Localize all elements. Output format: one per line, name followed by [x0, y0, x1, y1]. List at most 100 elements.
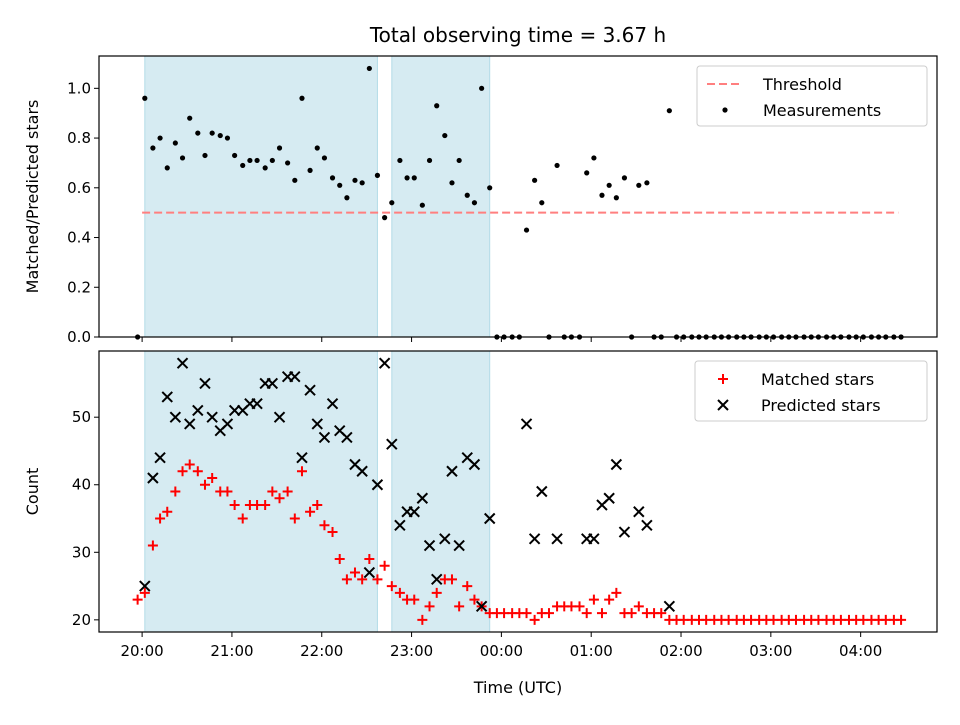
predicted-star-point: [206, 411, 218, 423]
predicted-star-point: [304, 384, 316, 396]
count-panel: 20 30 40 50 20:00 21:00 22:00 23:00 00:00 01:00 0…: [23, 350, 938, 660]
ratio-x-ticks: [141, 337, 862, 342]
matched-star-point: [132, 594, 143, 605]
matched-star-point: [656, 608, 667, 619]
measurement-point: [606, 182, 612, 188]
legend-entry-label: Matched stars: [761, 370, 874, 389]
x-tick-label: 22:00: [300, 642, 343, 660]
predicted-star-point: [588, 533, 600, 545]
measurement-point: [374, 172, 381, 178]
predicted-star-point: [468, 458, 481, 471]
predicted-star-point: [536, 485, 548, 498]
matched-star-point: [379, 560, 390, 571]
count-axes-frame: [98, 350, 938, 633]
predicted-star-point: [311, 418, 323, 430]
predicted-star-point: [618, 526, 631, 538]
matched-star-point: [177, 466, 188, 477]
predicted-star-point: [199, 377, 211, 390]
matched-star-point: [424, 601, 435, 612]
chart-title: Total observing time = 3.67 h: [369, 23, 666, 47]
measurement-point: [209, 130, 215, 136]
matched-star-point: [521, 608, 532, 619]
matched-star-point: [282, 486, 293, 497]
measurement-point: [539, 200, 545, 206]
predicted-star-point: [528, 533, 541, 545]
legend-predicted-swatch: [717, 399, 729, 411]
series-x-markers: [139, 357, 676, 613]
measurement-point: [172, 140, 178, 146]
ratio-observing-windows: [144, 55, 491, 338]
measurement-point: [164, 165, 170, 171]
ratio-y-axis-label: Matched/Predicted stars: [23, 100, 42, 294]
measurement-point: [442, 132, 448, 139]
matched-star-point: [334, 554, 345, 565]
measurement-point: [314, 145, 320, 151]
predicted-star-point: [289, 370, 301, 383]
predicted-star-point: [192, 404, 204, 417]
measurement-point: [471, 200, 478, 206]
measurement-point: [285, 160, 291, 166]
predicted-star-point: [423, 539, 436, 552]
x-tick-label: 21:00: [210, 642, 253, 660]
measurement-point: [599, 192, 605, 198]
measurement-point: [247, 157, 253, 164]
x-tick-label: 01:00: [570, 642, 613, 660]
measurement-point: [321, 155, 328, 161]
matched-star-point: [446, 574, 457, 585]
count-legend: Matched stars Predicted stars: [694, 360, 928, 422]
predicted-star-point: [251, 397, 263, 410]
count-observing-windows: [144, 350, 491, 633]
measurement-point: [254, 157, 260, 164]
legend-entry-label: Threshold: [762, 75, 842, 94]
measurement-point: [179, 155, 186, 161]
legend-entry-label: Predicted stars: [761, 396, 881, 415]
predicted-star-point: [408, 506, 420, 518]
measurement-point: [240, 162, 246, 169]
predicted-star-point: [363, 566, 376, 579]
ratio-y-ticks: 0.0 0.2 0.4 0.6 0.8 1.0: [67, 79, 99, 346]
measurement-point: [382, 215, 388, 221]
matched-star-point: [543, 608, 554, 619]
predicted-star-point: [610, 458, 623, 471]
measurement-point: [344, 195, 350, 201]
measurement-point: [337, 182, 343, 188]
measurement-point: [419, 202, 425, 208]
matched-star-point: [192, 466, 203, 477]
matched-star-point: [319, 520, 330, 531]
matched-star-point: [139, 587, 150, 598]
matched-star-point: [372, 574, 383, 585]
matched-star-point: [162, 506, 173, 517]
measurement-point: [532, 177, 538, 183]
matched-star-point: [386, 581, 397, 592]
predicted-star-point: [161, 391, 173, 403]
measurement-point: [329, 175, 336, 181]
matched-star-point: [147, 540, 158, 551]
predicted-star-point: [378, 357, 391, 369]
matched-star-point: [207, 472, 218, 483]
matched-star-point: [229, 500, 240, 511]
measurement-point: [434, 103, 440, 109]
measurement-point: [262, 165, 268, 171]
measurement-point: [397, 157, 403, 164]
predicted-star-point: [551, 533, 563, 545]
measurement-point: [269, 157, 275, 164]
measurement-point: [276, 145, 283, 151]
y-tick-label: 20: [72, 611, 91, 629]
count-y-ticks: 20 30 40 50: [72, 408, 99, 629]
y-tick-label: 0.2: [67, 278, 91, 296]
measurement-point: [584, 170, 590, 176]
matched-star-point: [626, 608, 637, 619]
matched-star-point: [260, 500, 271, 511]
predicted-star-point: [520, 418, 533, 430]
predicted-star-point: [296, 452, 308, 464]
predicted-star-point: [147, 472, 159, 484]
matched-star-point: [184, 459, 195, 470]
predicted-star-point: [318, 431, 331, 444]
predicted-star-point: [386, 438, 398, 450]
measurement-point: [554, 162, 560, 169]
matched-star-point: [341, 574, 352, 585]
predicted-star-point: [633, 506, 645, 518]
measurement-point: [479, 85, 485, 91]
